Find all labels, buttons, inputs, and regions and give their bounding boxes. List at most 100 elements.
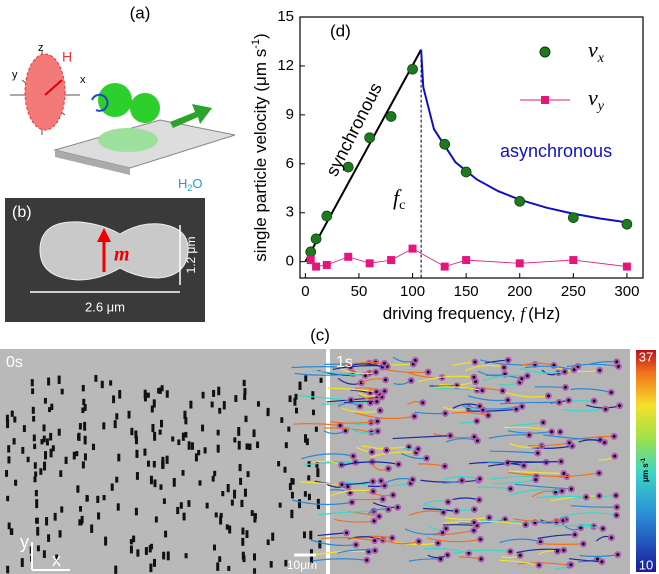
- particle: [94, 375, 97, 382]
- particle-core: [427, 371, 430, 374]
- particle-core: [446, 501, 449, 504]
- particle: [246, 443, 249, 449]
- particle: [43, 424, 46, 431]
- particle: [47, 534, 50, 542]
- particle: [198, 480, 201, 485]
- particle-core: [528, 433, 531, 436]
- scale-label: 1.2 μm: [184, 237, 198, 274]
- particle-core: [387, 467, 390, 470]
- field-disc: [25, 54, 65, 130]
- particle-core: [569, 563, 572, 566]
- particle: [248, 444, 251, 450]
- x-axis-label: driving frequency, f(Hz): [383, 304, 561, 324]
- point: [569, 256, 577, 264]
- particle: [176, 507, 179, 514]
- particle-core: [340, 483, 343, 486]
- particle: [162, 552, 165, 560]
- particle-core: [600, 560, 603, 563]
- particle: [247, 471, 250, 477]
- particle: [150, 476, 153, 485]
- particle: [290, 510, 293, 518]
- particle: [31, 379, 34, 386]
- particle-core: [481, 409, 484, 412]
- point: [322, 211, 332, 221]
- particle-core: [374, 549, 377, 552]
- particle: [50, 404, 53, 410]
- particle: [213, 471, 216, 476]
- particle: [115, 413, 118, 419]
- point: [441, 263, 449, 271]
- particle: [253, 568, 256, 573]
- particle: [144, 390, 147, 399]
- particle-core: [542, 421, 545, 424]
- particle-core: [383, 390, 386, 393]
- particle: [304, 434, 307, 443]
- panel-a: (a) z y x H H2O: [10, 3, 235, 193]
- particle: [270, 561, 273, 568]
- axis-label: z: [38, 42, 44, 54]
- particle-core: [501, 389, 504, 392]
- particle-core: [615, 360, 618, 363]
- particle-core: [481, 389, 484, 392]
- particle-core: [375, 400, 378, 403]
- particle-core: [564, 386, 567, 389]
- particle-core: [487, 414, 490, 417]
- particle-core: [425, 457, 428, 460]
- particle-core: [536, 452, 539, 455]
- particle: [243, 380, 246, 386]
- particle: [6, 496, 9, 501]
- legend-label: vx: [588, 37, 605, 66]
- particle-core: [559, 430, 562, 433]
- particle-core: [414, 359, 417, 362]
- particle-core: [554, 491, 557, 494]
- particle-core: [437, 542, 440, 545]
- particle: [97, 512, 100, 519]
- annotation: fc: [393, 185, 405, 213]
- particle-core: [596, 558, 599, 561]
- point: [409, 245, 417, 253]
- particle-core: [373, 539, 376, 542]
- particle: [118, 390, 121, 399]
- particle: [204, 447, 207, 453]
- particle: [160, 420, 163, 428]
- particle-core: [618, 404, 621, 407]
- particle: [102, 422, 105, 429]
- particle: [256, 442, 259, 449]
- particle: [279, 503, 282, 508]
- x-tick-label: 300: [614, 283, 639, 300]
- particle: [84, 404, 87, 411]
- particle-core: [524, 523, 527, 526]
- text: ): [251, 33, 270, 39]
- particle: [162, 461, 165, 468]
- particle-core: [349, 491, 352, 494]
- particle-core: [473, 508, 476, 511]
- particle: [59, 530, 62, 537]
- particle-core: [475, 420, 478, 423]
- particle: [182, 470, 185, 476]
- particle-core: [392, 493, 395, 496]
- particle-core: [480, 558, 483, 561]
- annotation: asynchronous: [500, 141, 612, 161]
- medium-label: H2O: [178, 176, 203, 193]
- particle: [153, 432, 156, 441]
- particle: [219, 516, 222, 525]
- particle: [304, 491, 307, 497]
- particle: [21, 558, 24, 567]
- colorbar-min: 10: [639, 557, 653, 572]
- particle: [135, 436, 138, 444]
- particle-core: [478, 405, 481, 408]
- particle: [197, 450, 200, 455]
- particle: [47, 377, 50, 385]
- particle-core: [410, 379, 413, 382]
- particle-core: [449, 434, 452, 437]
- particle: [79, 423, 82, 429]
- fit-line: [421, 50, 627, 223]
- particle: [82, 385, 85, 391]
- text: driving frequency,: [383, 304, 521, 323]
- particle: [32, 416, 35, 422]
- point: [408, 64, 418, 74]
- particle: [112, 395, 115, 403]
- particle-core: [378, 515, 381, 518]
- x-tick-label: 200: [507, 283, 532, 300]
- x-tick-label: 100: [400, 283, 425, 300]
